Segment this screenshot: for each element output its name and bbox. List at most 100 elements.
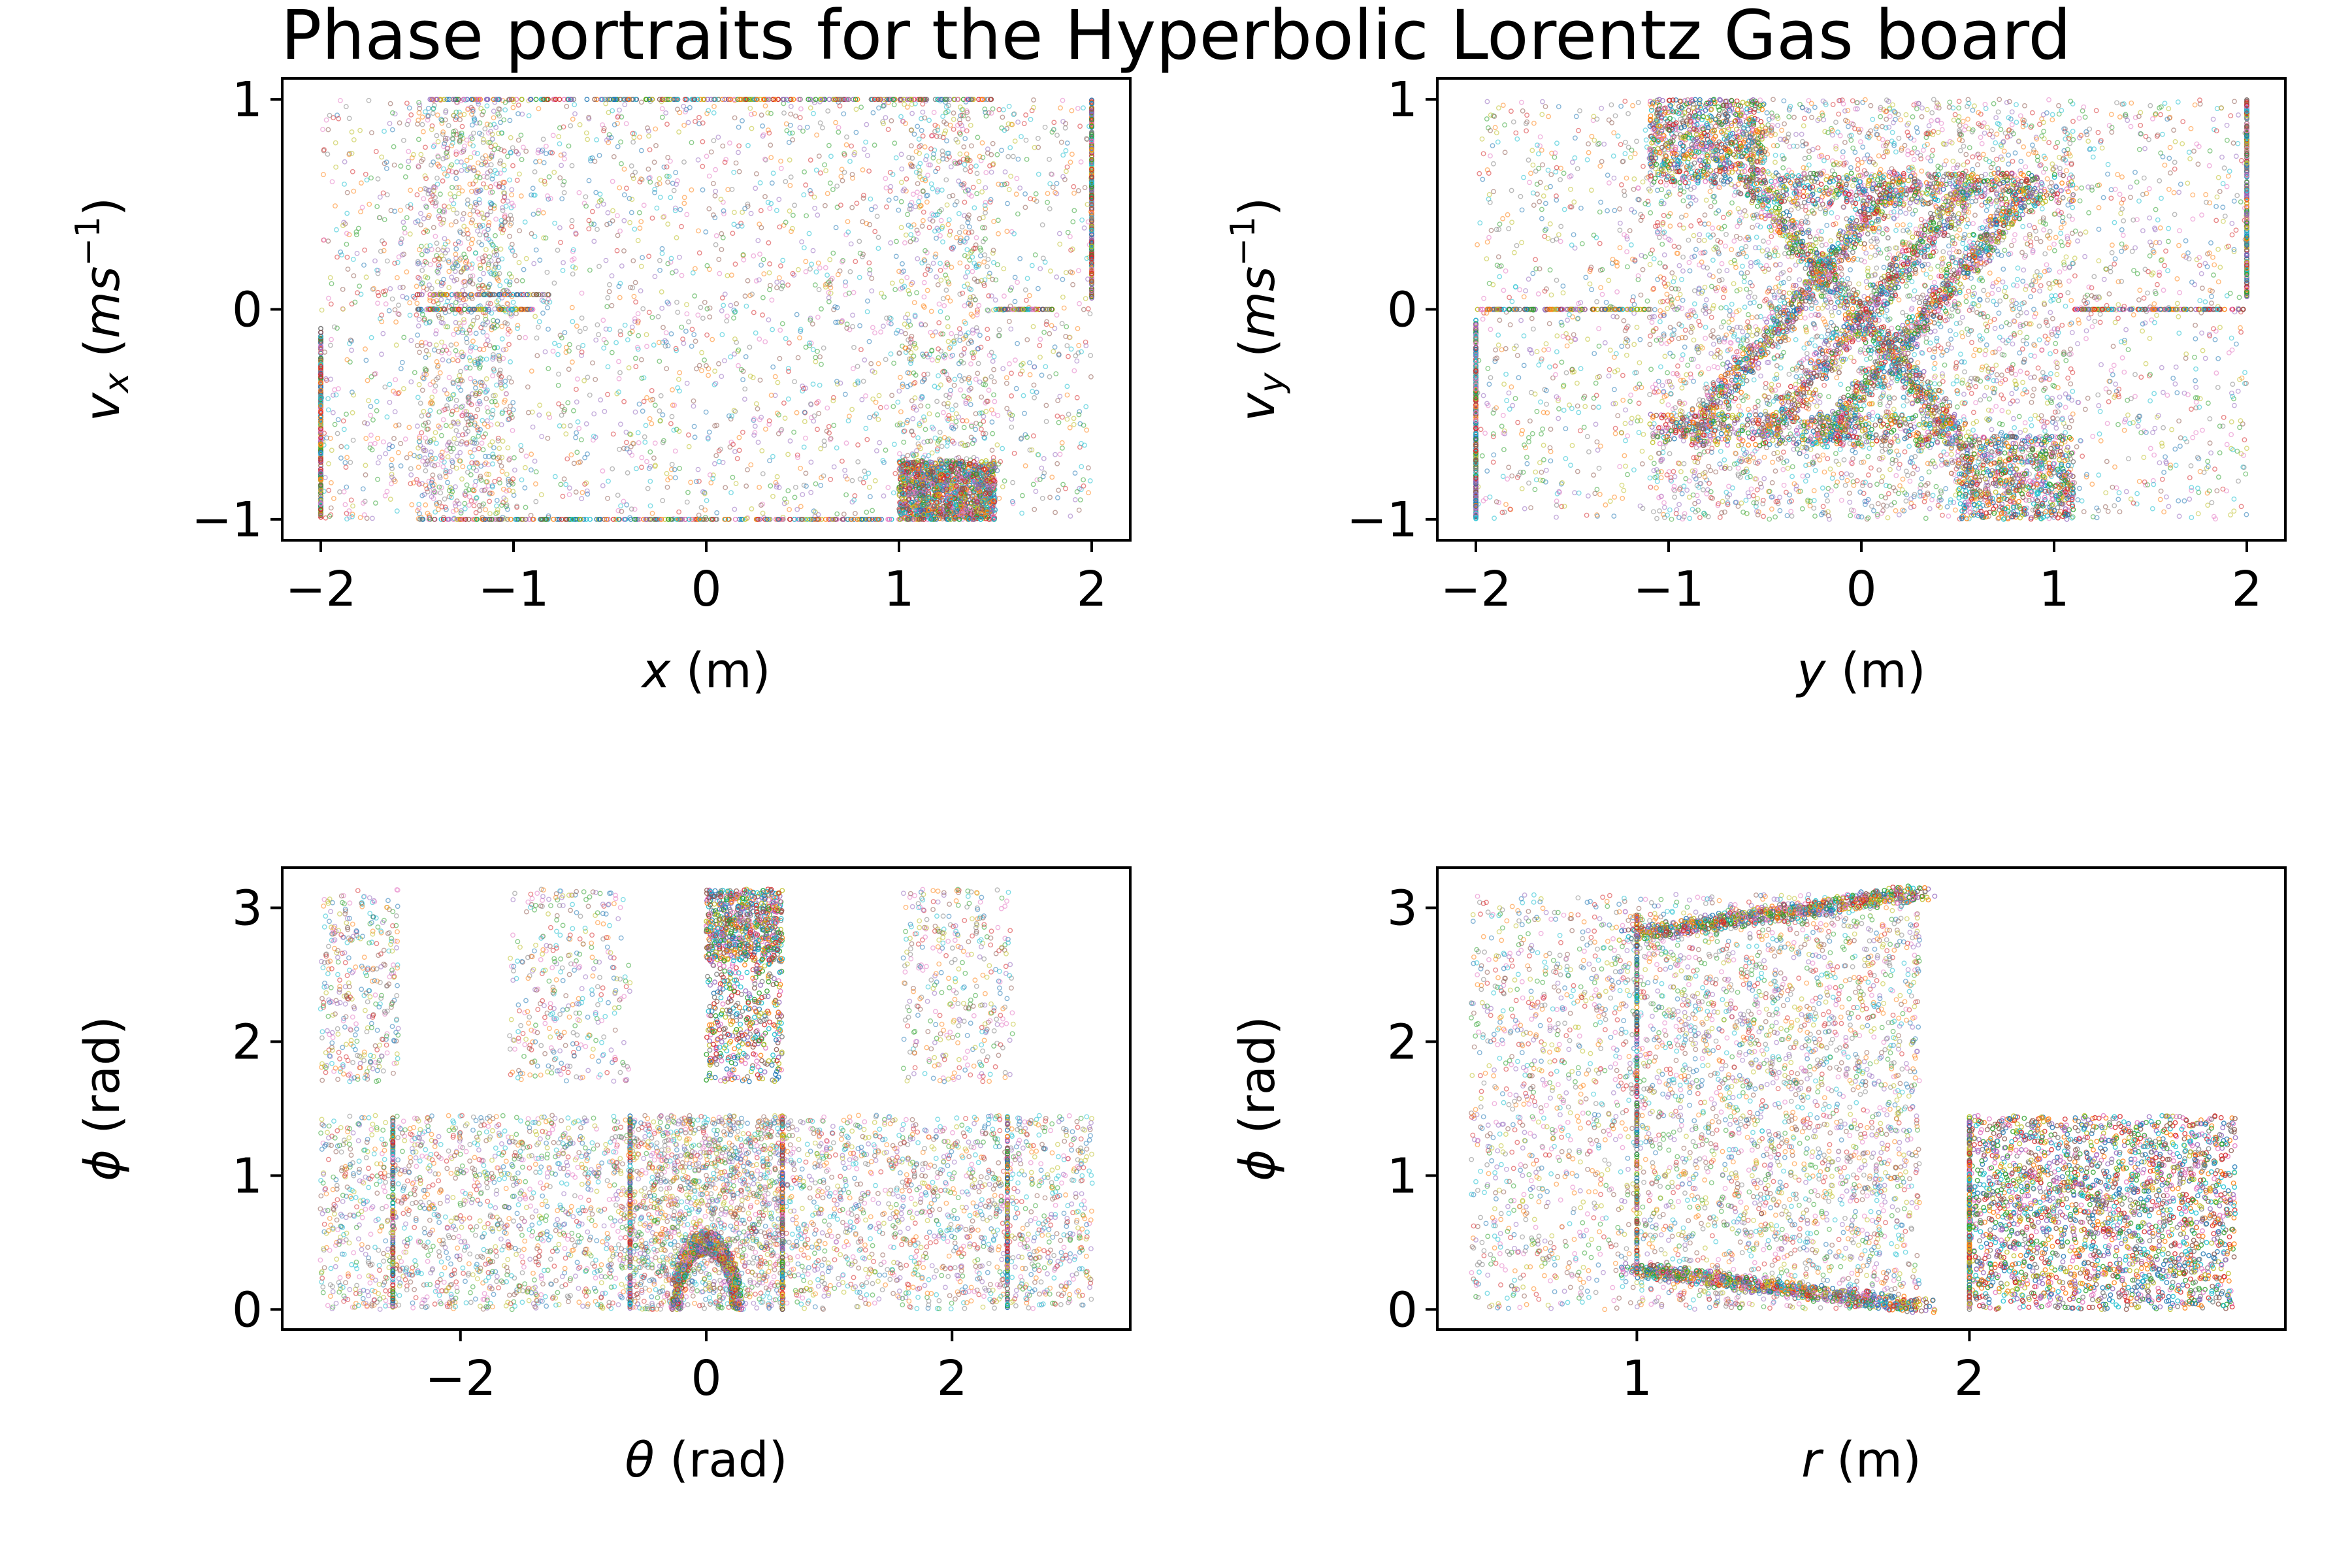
scatter-point <box>817 120 823 126</box>
scatter-point <box>849 204 855 210</box>
scatter-point <box>668 421 674 427</box>
scatter-point <box>738 220 744 226</box>
scatter-point <box>354 250 360 256</box>
scatter-point <box>843 142 849 148</box>
scatter-point <box>350 389 355 395</box>
scatter-point <box>657 195 663 200</box>
scatter-point <box>941 302 947 308</box>
scatter-point <box>637 134 642 140</box>
scatter-point <box>840 459 845 464</box>
scatter-point <box>814 400 820 406</box>
scatter-point <box>935 440 940 446</box>
scatter-point <box>767 458 772 463</box>
scatter-point <box>1001 266 1007 272</box>
scatter-point <box>996 231 1001 237</box>
scatter-point <box>658 417 663 423</box>
scatter-point <box>670 402 676 408</box>
scatter-point <box>830 395 836 400</box>
scatter-point <box>860 252 866 257</box>
scatter-point <box>497 476 502 482</box>
scatter-point <box>1058 105 1063 111</box>
scatter-point <box>677 466 683 471</box>
scatter-point <box>794 452 800 458</box>
scatter-points <box>318 97 1094 522</box>
scatter-point <box>722 358 727 363</box>
scatter-point <box>414 477 419 482</box>
scatter-point <box>696 250 702 255</box>
scatter-point <box>636 210 642 216</box>
scatter-point <box>525 384 531 390</box>
scatter-point <box>521 267 527 272</box>
scatter-point <box>894 238 899 244</box>
scatter-point <box>804 213 809 219</box>
scatter-point <box>1032 252 1038 257</box>
scatter-point <box>661 164 667 170</box>
scatter-point <box>1081 477 1086 483</box>
scatter-point <box>574 449 580 455</box>
scatter-point <box>1033 489 1039 494</box>
scatter-point <box>333 140 338 146</box>
scatter-point <box>547 195 553 201</box>
scatter-point <box>755 238 761 244</box>
scatter-point <box>723 485 728 491</box>
scatter-point <box>335 325 340 331</box>
scatter-point <box>615 113 621 119</box>
scatter-point <box>914 227 920 233</box>
scatter-point <box>363 346 368 352</box>
scatter-point <box>839 167 845 172</box>
scatter-point <box>1024 434 1030 440</box>
scatter-point <box>368 335 374 340</box>
scatter-point <box>779 280 785 286</box>
scatter-point <box>921 294 927 300</box>
scatter-point <box>768 110 774 116</box>
scatter-point <box>540 210 546 216</box>
scatter-point <box>546 196 551 202</box>
scatter-point <box>561 189 567 195</box>
scatter-point <box>1022 191 1028 197</box>
scatter-point <box>491 115 497 121</box>
scatter-point <box>789 229 794 235</box>
scatter-point <box>404 269 410 275</box>
scatter-point <box>1017 255 1023 261</box>
scatter-point <box>787 208 792 214</box>
scatter-point <box>330 393 336 398</box>
scatter-point <box>357 515 363 520</box>
scatter-point <box>677 254 682 260</box>
scatter-point <box>957 291 963 297</box>
scatter-point <box>881 493 887 498</box>
scatter-point <box>734 301 740 306</box>
scatter-point <box>900 261 905 267</box>
scatter-point <box>1083 404 1089 410</box>
scatter-point <box>724 318 730 324</box>
scatter-point <box>994 442 1000 448</box>
scatter-point <box>446 397 451 402</box>
scatter-point <box>559 404 565 410</box>
scatter-point <box>1072 497 1078 502</box>
scatter-point <box>820 125 825 131</box>
scatter-point <box>730 474 736 480</box>
scatter-point <box>1085 306 1091 312</box>
scatter-point <box>618 139 623 145</box>
scatter-point <box>693 338 698 344</box>
scatter-point <box>331 324 337 330</box>
scatter-point <box>373 148 379 154</box>
scatter-point <box>801 444 807 450</box>
scatter-point <box>652 274 658 280</box>
scatter-point <box>534 353 540 359</box>
scatter-point <box>502 214 508 220</box>
scatter-point <box>1011 451 1017 456</box>
scatter-point <box>1077 123 1083 129</box>
scatter-point <box>606 135 612 141</box>
scatter-point <box>847 327 853 333</box>
scatter-point <box>922 304 927 310</box>
scatter-point <box>344 357 350 363</box>
scatter-point <box>393 377 399 382</box>
scatter-point <box>742 293 748 299</box>
scatter-point <box>810 248 816 253</box>
scatter-point <box>384 414 390 420</box>
scatter-point <box>529 368 534 374</box>
scatter-point <box>393 319 399 325</box>
scatter-point <box>823 265 828 270</box>
scatter-point <box>732 506 738 512</box>
